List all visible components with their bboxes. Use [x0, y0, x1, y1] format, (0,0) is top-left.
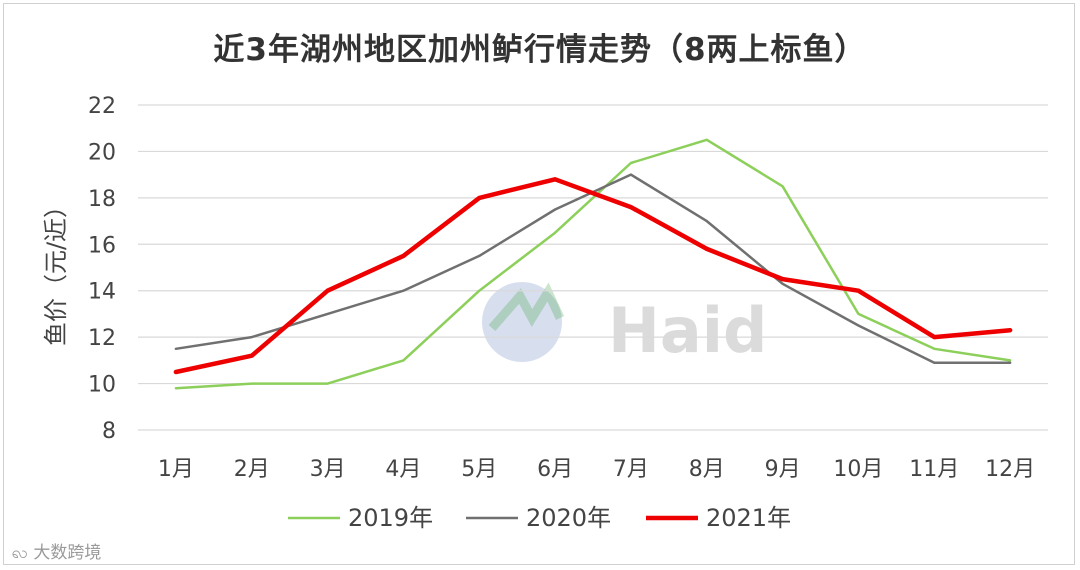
logo-globe-icon	[482, 282, 562, 362]
y-tick-label: 8	[102, 419, 116, 444]
y-tick-label: 14	[88, 280, 116, 305]
series-line-2019年	[174, 138, 1012, 390]
x-axis-ticks: 1月 2月 3月 4月 5月 6月 7月 8月 9月 10月 11月 12月	[158, 457, 1035, 482]
grid-lines	[138, 104, 1048, 431]
x-tick-label: 10月	[833, 457, 883, 482]
y-tick-label: 10	[88, 373, 116, 398]
y-tick-label: 18	[88, 187, 116, 212]
y-tick-label: 20	[88, 140, 116, 165]
x-tick-label: 4月	[385, 457, 421, 482]
x-tick-label: 6月	[537, 457, 573, 482]
logo-wave-icon	[488, 282, 565, 331]
y-tick-label: 12	[88, 326, 116, 351]
y-tick-label: 16	[88, 233, 116, 258]
x-tick-label: 11月	[909, 457, 959, 482]
legend-label: 2019年	[348, 504, 433, 532]
x-tick-label: 9月	[765, 457, 801, 482]
legend: 2019年 2020年 2021年	[288, 504, 791, 532]
chart-title: 近3年湖州地区加州鲈行情走势（8两上标鱼）	[213, 32, 867, 68]
legend-label: 2021年	[706, 504, 791, 532]
series-lines	[173, 138, 1013, 390]
haid-logo-watermark: Haid	[482, 282, 767, 367]
x-tick-label: 12月	[985, 457, 1035, 482]
x-tick-label: 1月	[158, 457, 194, 482]
source-watermark-text: 大数跨境	[33, 543, 102, 563]
x-tick-label: 7月	[613, 457, 649, 482]
x-tick-label: 2月	[234, 457, 270, 482]
x-tick-label: 8月	[689, 457, 725, 482]
x-tick-label: 5月	[461, 457, 497, 482]
y-axis-label: 鱼价（元/近）	[42, 194, 70, 346]
x-tick-label: 3月	[310, 457, 346, 482]
weibo-icon: ꩮ	[12, 543, 28, 563]
legend-label: 2020年	[526, 504, 611, 532]
series-line-2020年	[174, 173, 1012, 364]
source-watermark: ꩮ 大数跨境	[12, 538, 101, 567]
y-axis-ticks: 8 10 12 14 16 18 20 22	[88, 94, 116, 444]
logo-watermark-text: Haid	[608, 294, 767, 367]
chart-frame	[3, 3, 1075, 565]
y-tick-label: 22	[88, 94, 116, 119]
series-line-2021年	[173, 177, 1013, 375]
